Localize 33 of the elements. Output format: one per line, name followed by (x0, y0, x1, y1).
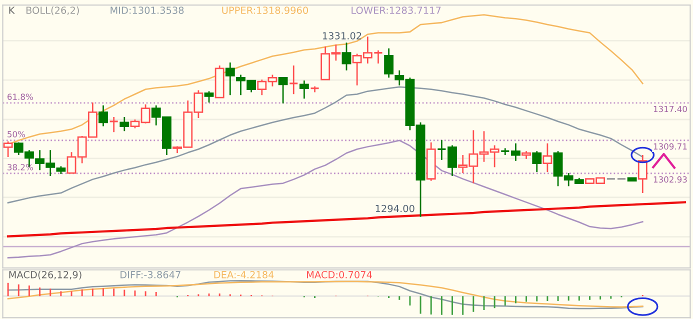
ref-line-label: 1309.71 (654, 143, 687, 150)
ref-line-label: 1302.93 (654, 176, 687, 183)
candlestick (288, 64, 298, 95)
chart-title: MACD(26,12,9) (9, 270, 82, 280)
annotation: 1331.02 (322, 32, 362, 40)
series-label: MACD:0.7074 (307, 271, 372, 278)
candlestick (204, 90, 214, 104)
text: UPPER:1318.9960 (222, 6, 308, 14)
series-label: DEA:-4.2184 (214, 271, 274, 278)
candlestick (225, 62, 235, 96)
chart-title: K (9, 6, 15, 14)
annotation: 50% (8, 131, 25, 138)
candlestick (448, 144, 457, 177)
candlestick (532, 150, 542, 173)
annotation: 38.2% (8, 164, 33, 170)
candlestick (299, 80, 309, 100)
candlestick (278, 76, 288, 104)
candlestick (384, 48, 394, 78)
annotation: 1294.00 (376, 204, 414, 212)
annotation: 61.8% (8, 94, 33, 100)
candlestick (342, 42, 352, 72)
candlestick (3, 140, 13, 158)
series-label: DIFF:-3.8647 (120, 271, 180, 278)
text: MID:1301.3538 (110, 6, 184, 14)
candlestick (98, 104, 108, 128)
ref-line-label: 1317.40 (654, 106, 687, 112)
chart-subtitle: BOLL(26,2) (26, 6, 79, 16)
candlestick (511, 142, 520, 162)
candlestick (638, 154, 648, 194)
candlestick (108, 116, 119, 133)
candlestick (120, 116, 130, 132)
candlestick (542, 142, 552, 173)
text: LOWER:1283.7117 (352, 6, 441, 14)
